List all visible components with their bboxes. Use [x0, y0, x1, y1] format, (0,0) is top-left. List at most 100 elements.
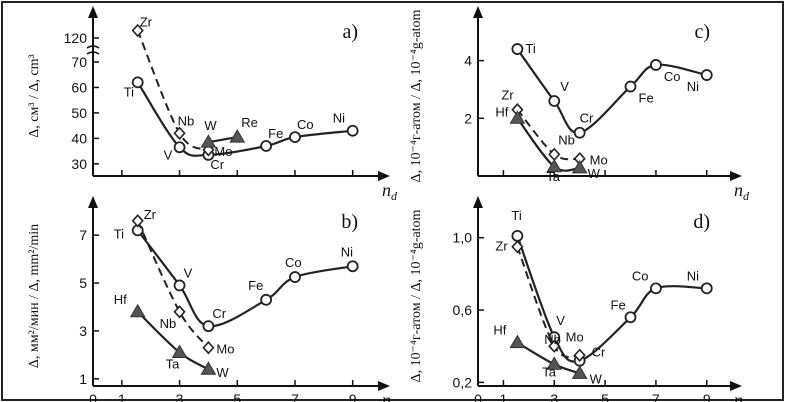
point-label: W	[588, 166, 601, 181]
x-axis-label: nd	[734, 180, 750, 203]
data-point	[548, 95, 561, 107]
data-point	[200, 361, 217, 375]
y-tick-label: 0,6	[453, 302, 473, 318]
series-line	[516, 47, 708, 134]
point-label: Ni	[333, 111, 345, 126]
data-point	[200, 134, 217, 148]
y-axis-label: Δ, 10⁻⁴г-атом / Δ, 10⁻⁴g-atom	[409, 9, 424, 182]
series-line	[136, 229, 354, 328]
data-point	[131, 214, 144, 228]
point-label: Cr	[212, 306, 226, 321]
panel-c: 2 4 Δ, 10⁻⁴г-атом / Δ, 10⁻⁴g-atom nd c) Ti V Cr…	[409, 6, 750, 203]
point-label: Ta	[166, 356, 181, 371]
point-label: Ti	[114, 226, 124, 241]
data-point	[260, 293, 273, 306]
panel-letter: c)	[694, 21, 710, 43]
x-tick-label: 3	[176, 391, 184, 402]
data-point	[129, 303, 146, 318]
data-point	[573, 126, 586, 139]
data-point	[173, 141, 186, 154]
point-label: Hf	[114, 292, 127, 307]
data-point	[131, 76, 144, 89]
point-label: Fe	[639, 91, 654, 106]
y-axis-label: Δ, 10⁻⁴г-атом / Δ, 10⁻⁴g-atom	[409, 209, 424, 382]
data-point	[171, 344, 188, 358]
x-axis-arrow	[378, 381, 390, 391]
x-tick-label: 5	[233, 391, 241, 402]
point-label: Fe	[248, 278, 263, 293]
series-line	[136, 30, 209, 151]
point-label: Mo	[216, 342, 234, 357]
data-point	[346, 124, 359, 137]
y-tick-label: 2	[464, 110, 472, 126]
x-axis-arrow	[730, 171, 742, 181]
point-label: Re	[241, 115, 258, 130]
point-label: W	[590, 371, 603, 386]
data-point	[509, 110, 526, 124]
data-point	[202, 320, 215, 333]
point-label: Ni	[687, 79, 699, 94]
data-point	[511, 43, 524, 55]
point-label: Ti	[511, 208, 521, 223]
y-tick-label: 30	[71, 156, 87, 172]
data-point	[700, 282, 713, 295]
point-label: Mo	[566, 329, 584, 344]
y-axis-label: Δ, мм²/мин / Δ, mm²/min	[27, 224, 42, 368]
point-label: W	[204, 118, 217, 133]
panel-letter: b)	[341, 211, 358, 233]
data-point	[573, 348, 586, 362]
data-point	[571, 365, 588, 379]
data-point	[700, 69, 713, 81]
data-point	[571, 159, 588, 174]
point-label: Hf	[493, 323, 506, 338]
point-label: Ni	[687, 268, 699, 283]
point-label: Zr	[495, 239, 508, 254]
y-tick-label: 4	[464, 53, 472, 69]
data-point	[511, 229, 524, 242]
panel-a: 30 40 50 60 70 120 Δ, см³ / Δ, cm³ nd a) Ti V Cr Fe C…	[27, 6, 398, 203]
x-tick-label: 7	[291, 391, 299, 402]
x-axis-arrow	[730, 381, 742, 391]
data-point	[346, 260, 359, 273]
y-axis-arrow	[88, 196, 98, 208]
point-label: V	[164, 147, 173, 162]
x-tick-label: 0	[474, 391, 482, 402]
y-tick-label: 3	[79, 323, 87, 339]
y-tick-label: 120	[64, 30, 88, 46]
x-tick-label: 9	[703, 391, 711, 402]
data-point	[509, 334, 526, 349]
data-point	[650, 59, 662, 71]
data-point	[173, 279, 186, 292]
point-label: Co	[297, 117, 314, 132]
y-axis-arrow	[473, 196, 483, 208]
point-label: Co	[285, 255, 302, 270]
point-label: Co	[664, 69, 681, 84]
panel-letter: a)	[342, 21, 358, 43]
data-point	[260, 140, 273, 152]
x-axis-label: nd	[382, 390, 398, 402]
point-label: Hf	[495, 104, 508, 119]
y-tick-label: 60	[71, 79, 87, 95]
x-tick-label: 0	[89, 391, 97, 402]
y-tick-label: 5	[79, 275, 87, 291]
point-label: Zr	[501, 88, 514, 103]
panel-letter: d)	[693, 211, 710, 233]
data-point	[546, 158, 563, 173]
x-axis-label-sub: d	[391, 399, 398, 402]
point-label: Fe	[611, 297, 626, 312]
x-tick-label: 3	[550, 391, 558, 402]
point-label: V	[560, 79, 569, 94]
point-label: V	[556, 313, 565, 328]
point-label: Zr	[140, 15, 153, 30]
point-label: Ta	[542, 364, 557, 379]
y-tick-label: 7	[79, 227, 87, 243]
panel-d: 1 3 5 7 9 00,2 0,6 1,0 Δ, 10⁻⁴г-атом / Δ, 10⁻⁴g-…	[409, 196, 750, 402]
point-label: Ni	[341, 244, 353, 259]
data-point	[131, 23, 144, 38]
data-point	[624, 80, 637, 93]
x-tick-label: 1	[500, 391, 508, 402]
x-axis-arrow	[378, 171, 390, 181]
